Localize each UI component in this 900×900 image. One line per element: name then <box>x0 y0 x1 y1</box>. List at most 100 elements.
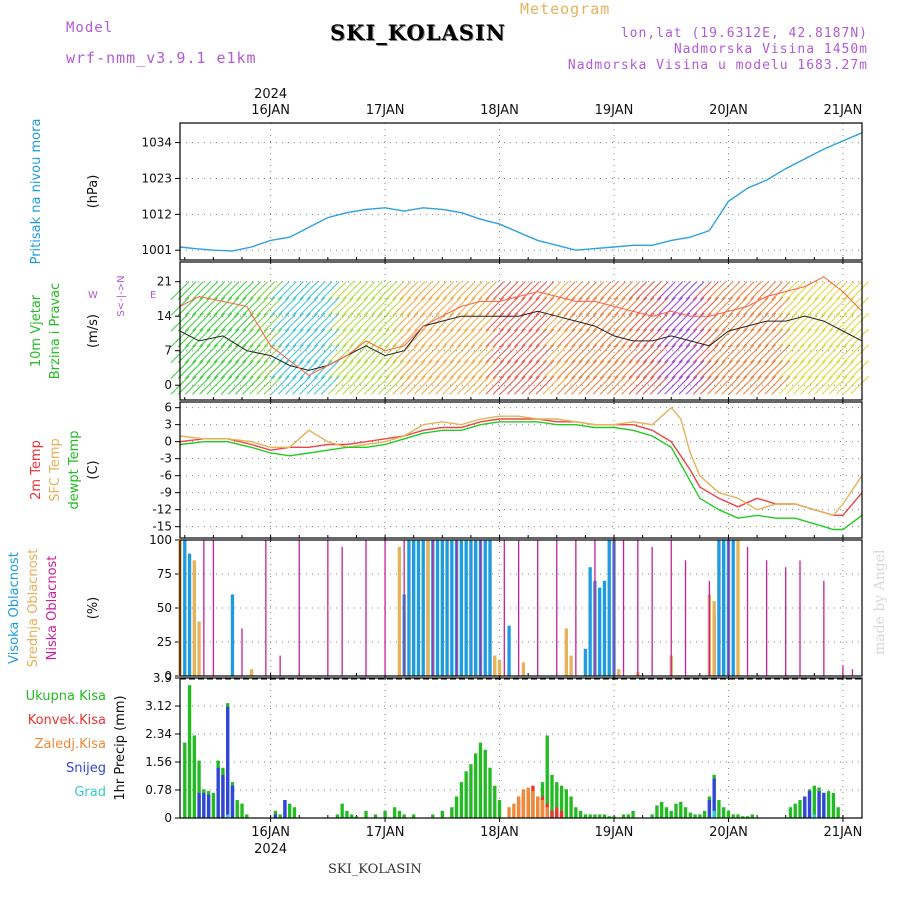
wind-barb <box>220 296 240 316</box>
wind-barb <box>292 328 312 348</box>
wind-barb <box>742 375 762 395</box>
precip-bar <box>831 792 836 818</box>
cloud-bar <box>230 594 235 676</box>
precip-bar <box>245 814 249 818</box>
wind-barb <box>356 328 376 348</box>
wind-barb <box>206 360 226 379</box>
wind-barb <box>363 281 383 300</box>
wind-barb <box>428 281 447 300</box>
cloud-bar <box>799 560 801 676</box>
panel-frame <box>179 122 863 261</box>
wind-barb <box>206 312 226 332</box>
wind-barb <box>313 296 333 316</box>
wind-barb <box>850 328 870 348</box>
wind-barb <box>735 328 755 348</box>
wind-barb <box>528 344 548 364</box>
wind-barb <box>814 375 834 395</box>
wind-barb <box>327 296 347 316</box>
wind-barb <box>227 281 247 300</box>
wind-barb <box>292 312 312 332</box>
wind-barb <box>270 328 290 348</box>
precip-bar <box>497 800 502 818</box>
precip-bar <box>674 803 678 818</box>
cloud-bar <box>588 567 592 676</box>
wind-barb <box>356 360 376 379</box>
wind-barb <box>392 344 412 364</box>
wind-barb <box>199 281 219 300</box>
cloud-bar <box>212 540 215 676</box>
wind-barb <box>757 344 777 364</box>
top-day-label: 21JAN <box>824 103 863 118</box>
precip-bar <box>607 816 611 818</box>
panel-frame <box>179 677 863 819</box>
wind-barb <box>657 360 676 379</box>
precip-bar <box>392 807 397 818</box>
bottom-day-label: 16JAN <box>251 825 290 840</box>
wind-barb <box>649 344 669 364</box>
wind-barb <box>263 344 283 364</box>
elevation-text: Nadmorska Visina 1450m <box>673 42 868 57</box>
wind-barb <box>850 375 870 395</box>
wind-barb <box>707 296 726 316</box>
wind-barb <box>771 360 791 379</box>
wind-barb <box>342 281 362 300</box>
wind-barb <box>335 312 354 332</box>
wind-barb <box>750 360 769 379</box>
wind-barb <box>800 328 819 348</box>
wind-barb <box>649 296 669 316</box>
wind-barb <box>378 344 397 364</box>
wind-barb <box>549 360 569 379</box>
y-axis-label: (hPa) <box>86 175 101 209</box>
wind-barb <box>742 344 762 364</box>
wind-barb <box>306 344 326 364</box>
wind-barb <box>463 344 483 364</box>
wind-barb <box>671 360 691 379</box>
precip-bar <box>702 810 707 818</box>
wind-barb <box>692 360 712 379</box>
wind-barb <box>735 360 755 379</box>
wind-barb <box>485 375 505 395</box>
wind-barb <box>213 360 233 379</box>
wind-barb <box>828 312 848 332</box>
bottom-day-label: 18JAN <box>480 825 519 840</box>
precip-bar <box>788 807 793 818</box>
wind-barb <box>571 296 591 316</box>
wind-barb <box>306 360 326 379</box>
temperature-side-label: SFC Temp <box>48 438 63 502</box>
cloud-bar <box>426 540 430 676</box>
wind-barb <box>750 328 769 348</box>
top-day-label: 16JAN <box>251 103 290 118</box>
wind-barb <box>592 328 612 348</box>
wind-barb <box>256 375 276 395</box>
precip-bar <box>631 810 635 818</box>
wind-barb <box>406 281 426 300</box>
wind-barb <box>485 344 505 364</box>
wind-barb <box>313 360 333 379</box>
wind-barb <box>499 281 519 300</box>
wind-barb <box>313 344 333 364</box>
bottom-day-label: 20JAN <box>709 825 748 840</box>
wind-barb <box>571 328 591 348</box>
wind-barb <box>349 360 369 379</box>
wind-barb <box>649 281 669 300</box>
cloud-bar <box>187 553 192 676</box>
precip-bar <box>536 796 540 818</box>
wind-barb <box>692 344 712 364</box>
wind-barb <box>750 312 769 332</box>
wind-barb <box>256 281 276 300</box>
wind-barb <box>678 360 698 379</box>
precip-bar <box>364 810 368 818</box>
wind-barb <box>184 312 204 332</box>
wind-series-line <box>179 310 863 371</box>
precip-bar <box>431 814 435 818</box>
wind-barb <box>220 344 240 364</box>
wind-barb <box>785 312 805 332</box>
wind-barb <box>814 296 834 316</box>
wind-barb <box>385 312 405 332</box>
precip-bar <box>340 803 344 818</box>
wind-barb <box>385 375 405 395</box>
wind-barb <box>721 360 741 379</box>
wind-barb <box>671 375 691 395</box>
wind-barb <box>642 344 662 364</box>
